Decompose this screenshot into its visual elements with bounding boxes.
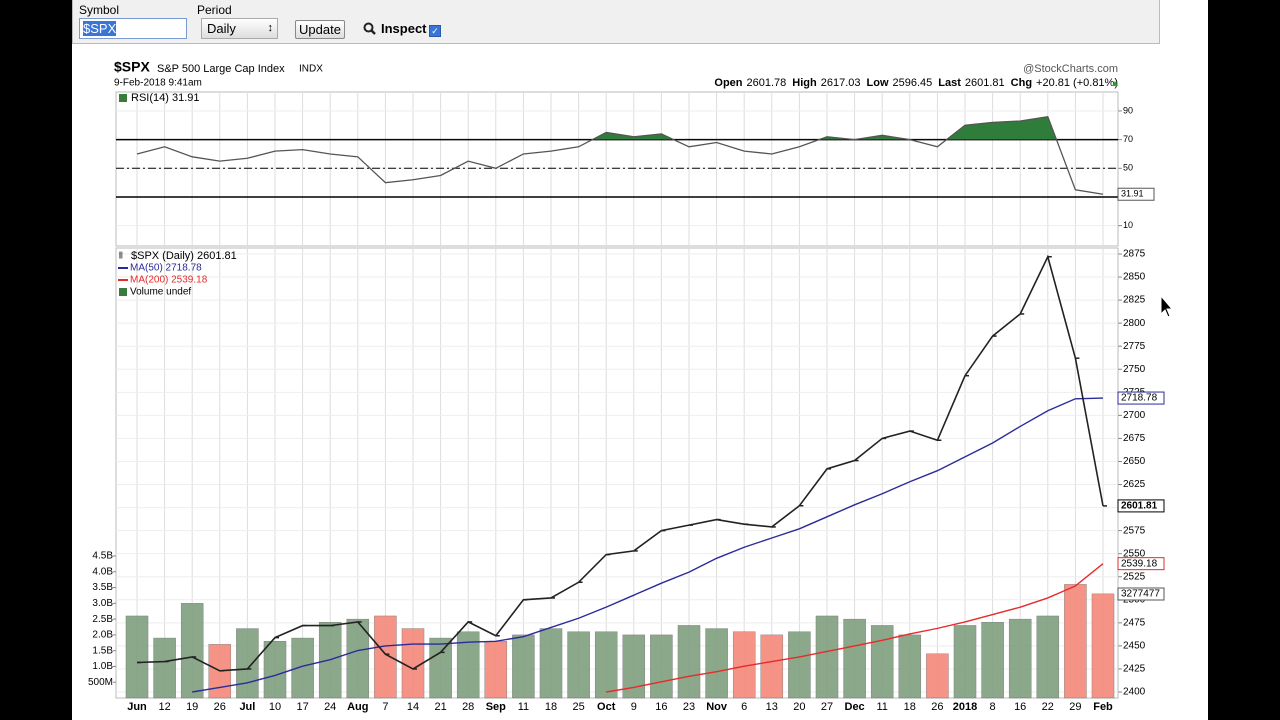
update-button[interactable]: Update [295,20,345,39]
symbol-label: Symbol [79,3,120,17]
symbol-value: $SPX [83,21,117,36]
toolbar: Symbol $SPX Period Daily Update Inspect … [72,0,1160,44]
search-icon [363,22,376,35]
symbol-input[interactable]: $SPX [79,18,187,39]
inspect-checkbox[interactable]: ✓ [429,25,441,37]
inspect-label[interactable]: Inspect [381,21,427,36]
period-select[interactable]: Daily [201,18,278,39]
period-label: Period [197,3,232,17]
page [72,0,1208,720]
